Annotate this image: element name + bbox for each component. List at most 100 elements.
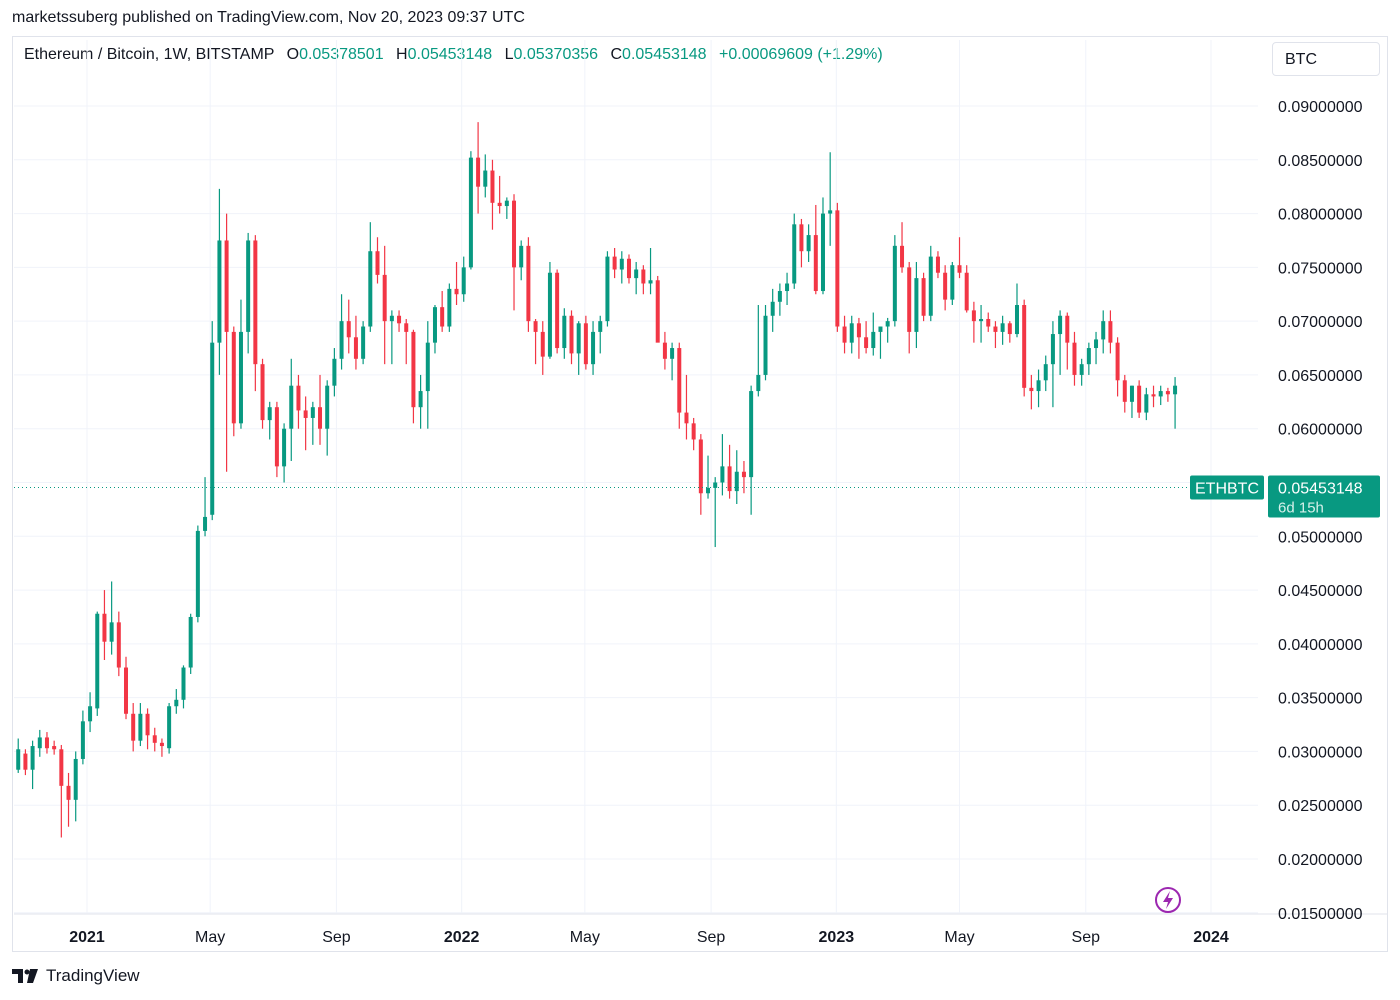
currency-selector[interactable]: BTC — [1272, 42, 1380, 76]
candle-down — [124, 656, 129, 720]
candle-body — [238, 331, 243, 424]
candle-body — [971, 310, 976, 322]
candle-body — [785, 283, 790, 292]
candle-down — [526, 237, 531, 332]
symbol-tag-label: ETHBTC — [1195, 481, 1259, 498]
candle-body — [461, 267, 466, 295]
candle-body — [856, 323, 861, 338]
footer-brand[interactable]: TradingView — [46, 966, 140, 985]
candle-body — [468, 157, 473, 268]
y-tick-label: 0.03500000 — [1278, 691, 1363, 708]
candle-down — [856, 317, 861, 359]
candle-down — [102, 590, 107, 660]
candle-up — [167, 703, 172, 754]
candle-down — [971, 301, 976, 343]
candle-down — [66, 772, 71, 827]
candle-down — [512, 194, 517, 311]
candle-up — [914, 261, 919, 349]
candle-down — [1137, 380, 1142, 418]
tradingview-logo-icon[interactable] — [12, 969, 38, 983]
x-tick-label: May — [570, 929, 600, 946]
legend-high-value: 0.05453148 — [407, 46, 493, 63]
candle-body — [181, 667, 186, 700]
candle-body — [1000, 323, 1005, 332]
candle-down — [1022, 299, 1027, 397]
candle-body — [741, 471, 746, 478]
candle-body — [332, 358, 337, 386]
candle-body — [806, 235, 811, 252]
candle-up — [706, 455, 711, 499]
legend-high-label: H — [396, 46, 408, 63]
candle-up — [892, 235, 897, 327]
candle-down — [921, 272, 926, 322]
candle-body — [59, 749, 64, 786]
candle-body — [734, 471, 739, 492]
candle-up — [1101, 310, 1106, 354]
candle-body — [217, 240, 222, 343]
candle-down — [626, 254, 631, 284]
candle-up — [519, 240, 524, 281]
candle-body — [698, 439, 703, 494]
lightning-icon[interactable] — [1155, 887, 1181, 913]
candle-down — [583, 315, 588, 370]
candle-body — [1058, 315, 1063, 335]
candle-body — [1086, 348, 1091, 365]
candle-down — [612, 247, 617, 279]
candle-body — [792, 224, 797, 284]
candle-body — [195, 530, 200, 617]
candle-body — [1036, 380, 1041, 392]
candle-body — [203, 516, 208, 531]
x-tick-label: May — [944, 929, 974, 946]
candle-up — [605, 251, 610, 327]
candle-up — [361, 321, 366, 365]
candle-body — [619, 258, 624, 270]
candle-down — [497, 175, 502, 214]
candle-down — [1029, 374, 1034, 410]
candle-down — [296, 374, 301, 429]
candle-up — [246, 232, 251, 354]
candle-up — [749, 385, 754, 515]
candle-body — [540, 331, 545, 357]
candle-down — [900, 222, 905, 273]
candle-up — [1144, 387, 1149, 421]
candle-up — [1000, 315, 1005, 345]
candle-body — [691, 423, 696, 440]
candle-up — [591, 321, 596, 375]
candle-body — [66, 785, 71, 800]
candle-up — [389, 310, 394, 365]
candle-up — [713, 477, 718, 548]
candle-body — [820, 213, 825, 292]
candle-body — [1115, 342, 1120, 381]
candle-body — [605, 256, 610, 322]
candle-body — [512, 200, 517, 268]
x-axis-labels: 2021 May Sep 2022 May Sep 2023 May Sep 2024 — [69, 929, 1229, 946]
candle-body — [713, 482, 718, 488]
candle-up — [432, 305, 437, 354]
candle-up — [483, 154, 488, 198]
candle-up — [504, 197, 509, 219]
candle-body — [1007, 323, 1012, 335]
candle-down — [159, 738, 164, 757]
candle-up — [88, 692, 93, 733]
candle-body — [1137, 385, 1142, 413]
candle-down — [1072, 331, 1077, 386]
y-axis-labels: 0.01500000 0.02000000 0.02500000 0.03000000… — [1278, 99, 1363, 923]
candle-down — [1065, 312, 1070, 370]
candle-up — [849, 315, 854, 354]
y-tick-label: 0.04500000 — [1278, 583, 1363, 600]
candle-down — [741, 460, 746, 494]
candle-body — [476, 157, 481, 187]
candle-body — [1108, 321, 1113, 343]
candle-up — [109, 581, 114, 655]
candle-body — [253, 240, 258, 365]
candle-body — [1072, 342, 1077, 375]
candle-down — [684, 374, 689, 440]
candle-down — [993, 321, 998, 349]
candle-body — [871, 331, 876, 349]
legend-low-label: L — [504, 46, 514, 63]
candle-body — [52, 746, 57, 750]
candle-down — [152, 727, 157, 752]
candle-body — [296, 385, 301, 411]
candle-up — [634, 261, 639, 295]
